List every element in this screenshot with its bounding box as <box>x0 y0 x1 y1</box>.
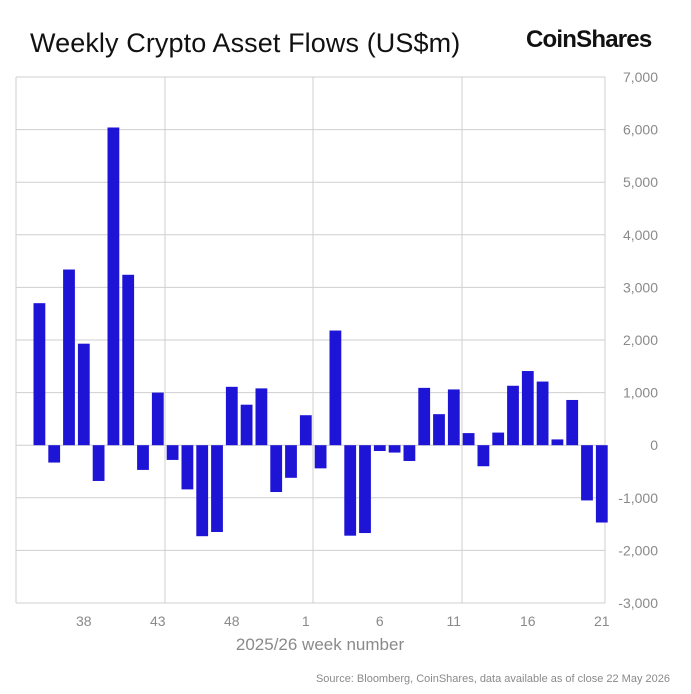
y-tick-label: 4,000 <box>623 227 658 243</box>
bar <box>240 404 253 446</box>
bar <box>225 386 238 446</box>
bar <box>166 445 179 460</box>
bar <box>181 445 194 490</box>
bar <box>403 445 416 461</box>
bar <box>151 392 164 446</box>
y-tick-label: 1,000 <box>623 385 658 401</box>
bar <box>122 274 135 446</box>
bar <box>63 269 75 446</box>
x-tick-label: 21 <box>594 613 610 629</box>
bar <box>507 385 519 446</box>
bar <box>92 445 105 481</box>
chart-title: Weekly Crypto Asset Flows (US$m) <box>30 28 461 58</box>
x-tick-label: 43 <box>150 613 166 629</box>
bar <box>492 432 505 446</box>
x-tick-label: 6 <box>376 613 384 629</box>
bar <box>477 445 490 467</box>
y-tick-label: -3,000 <box>618 595 658 611</box>
source-note: Source: Bloomberg, CoinShares, data avai… <box>315 673 670 685</box>
x-tick-label: 11 <box>447 613 462 629</box>
y-tick-label: 0 <box>650 437 658 453</box>
bar <box>566 399 579 446</box>
y-tick-label: -1,000 <box>618 490 658 506</box>
bar <box>581 445 593 501</box>
brand-logo: CoinShares <box>526 26 652 53</box>
bar <box>48 445 61 463</box>
bar <box>196 445 209 537</box>
bar <box>255 388 268 446</box>
bar <box>433 414 445 446</box>
y-tick-label: 5,000 <box>623 174 658 190</box>
bar <box>418 387 431 446</box>
bar <box>107 127 120 446</box>
bar <box>299 415 312 446</box>
bar <box>388 445 401 453</box>
y-tick-label: 2,000 <box>623 332 658 348</box>
x-tick-label: 1 <box>302 613 310 629</box>
bar <box>270 445 283 493</box>
bar <box>137 445 149 470</box>
x-tick-label: 48 <box>224 613 240 629</box>
bar <box>447 389 460 446</box>
bar <box>329 330 342 446</box>
bar <box>77 343 90 446</box>
bar <box>462 433 475 446</box>
bar <box>285 445 297 478</box>
bar <box>551 439 564 446</box>
bar <box>211 445 223 532</box>
x-axis-label: 2025/26 week number <box>235 635 405 654</box>
bar <box>359 445 371 534</box>
bar <box>314 445 327 469</box>
bar <box>536 381 549 446</box>
y-tick-label: 3,000 <box>623 279 658 295</box>
bar <box>344 445 357 536</box>
bar <box>33 303 46 446</box>
y-tick-label: -2,000 <box>618 542 658 558</box>
y-tick-label: 6,000 <box>623 122 658 138</box>
bar <box>521 371 534 446</box>
y-tick-label: 7,000 <box>623 69 658 85</box>
x-tick-label: 16 <box>520 613 536 629</box>
bar <box>595 445 608 523</box>
bar <box>373 445 386 451</box>
x-tick-label: 38 <box>76 613 92 629</box>
